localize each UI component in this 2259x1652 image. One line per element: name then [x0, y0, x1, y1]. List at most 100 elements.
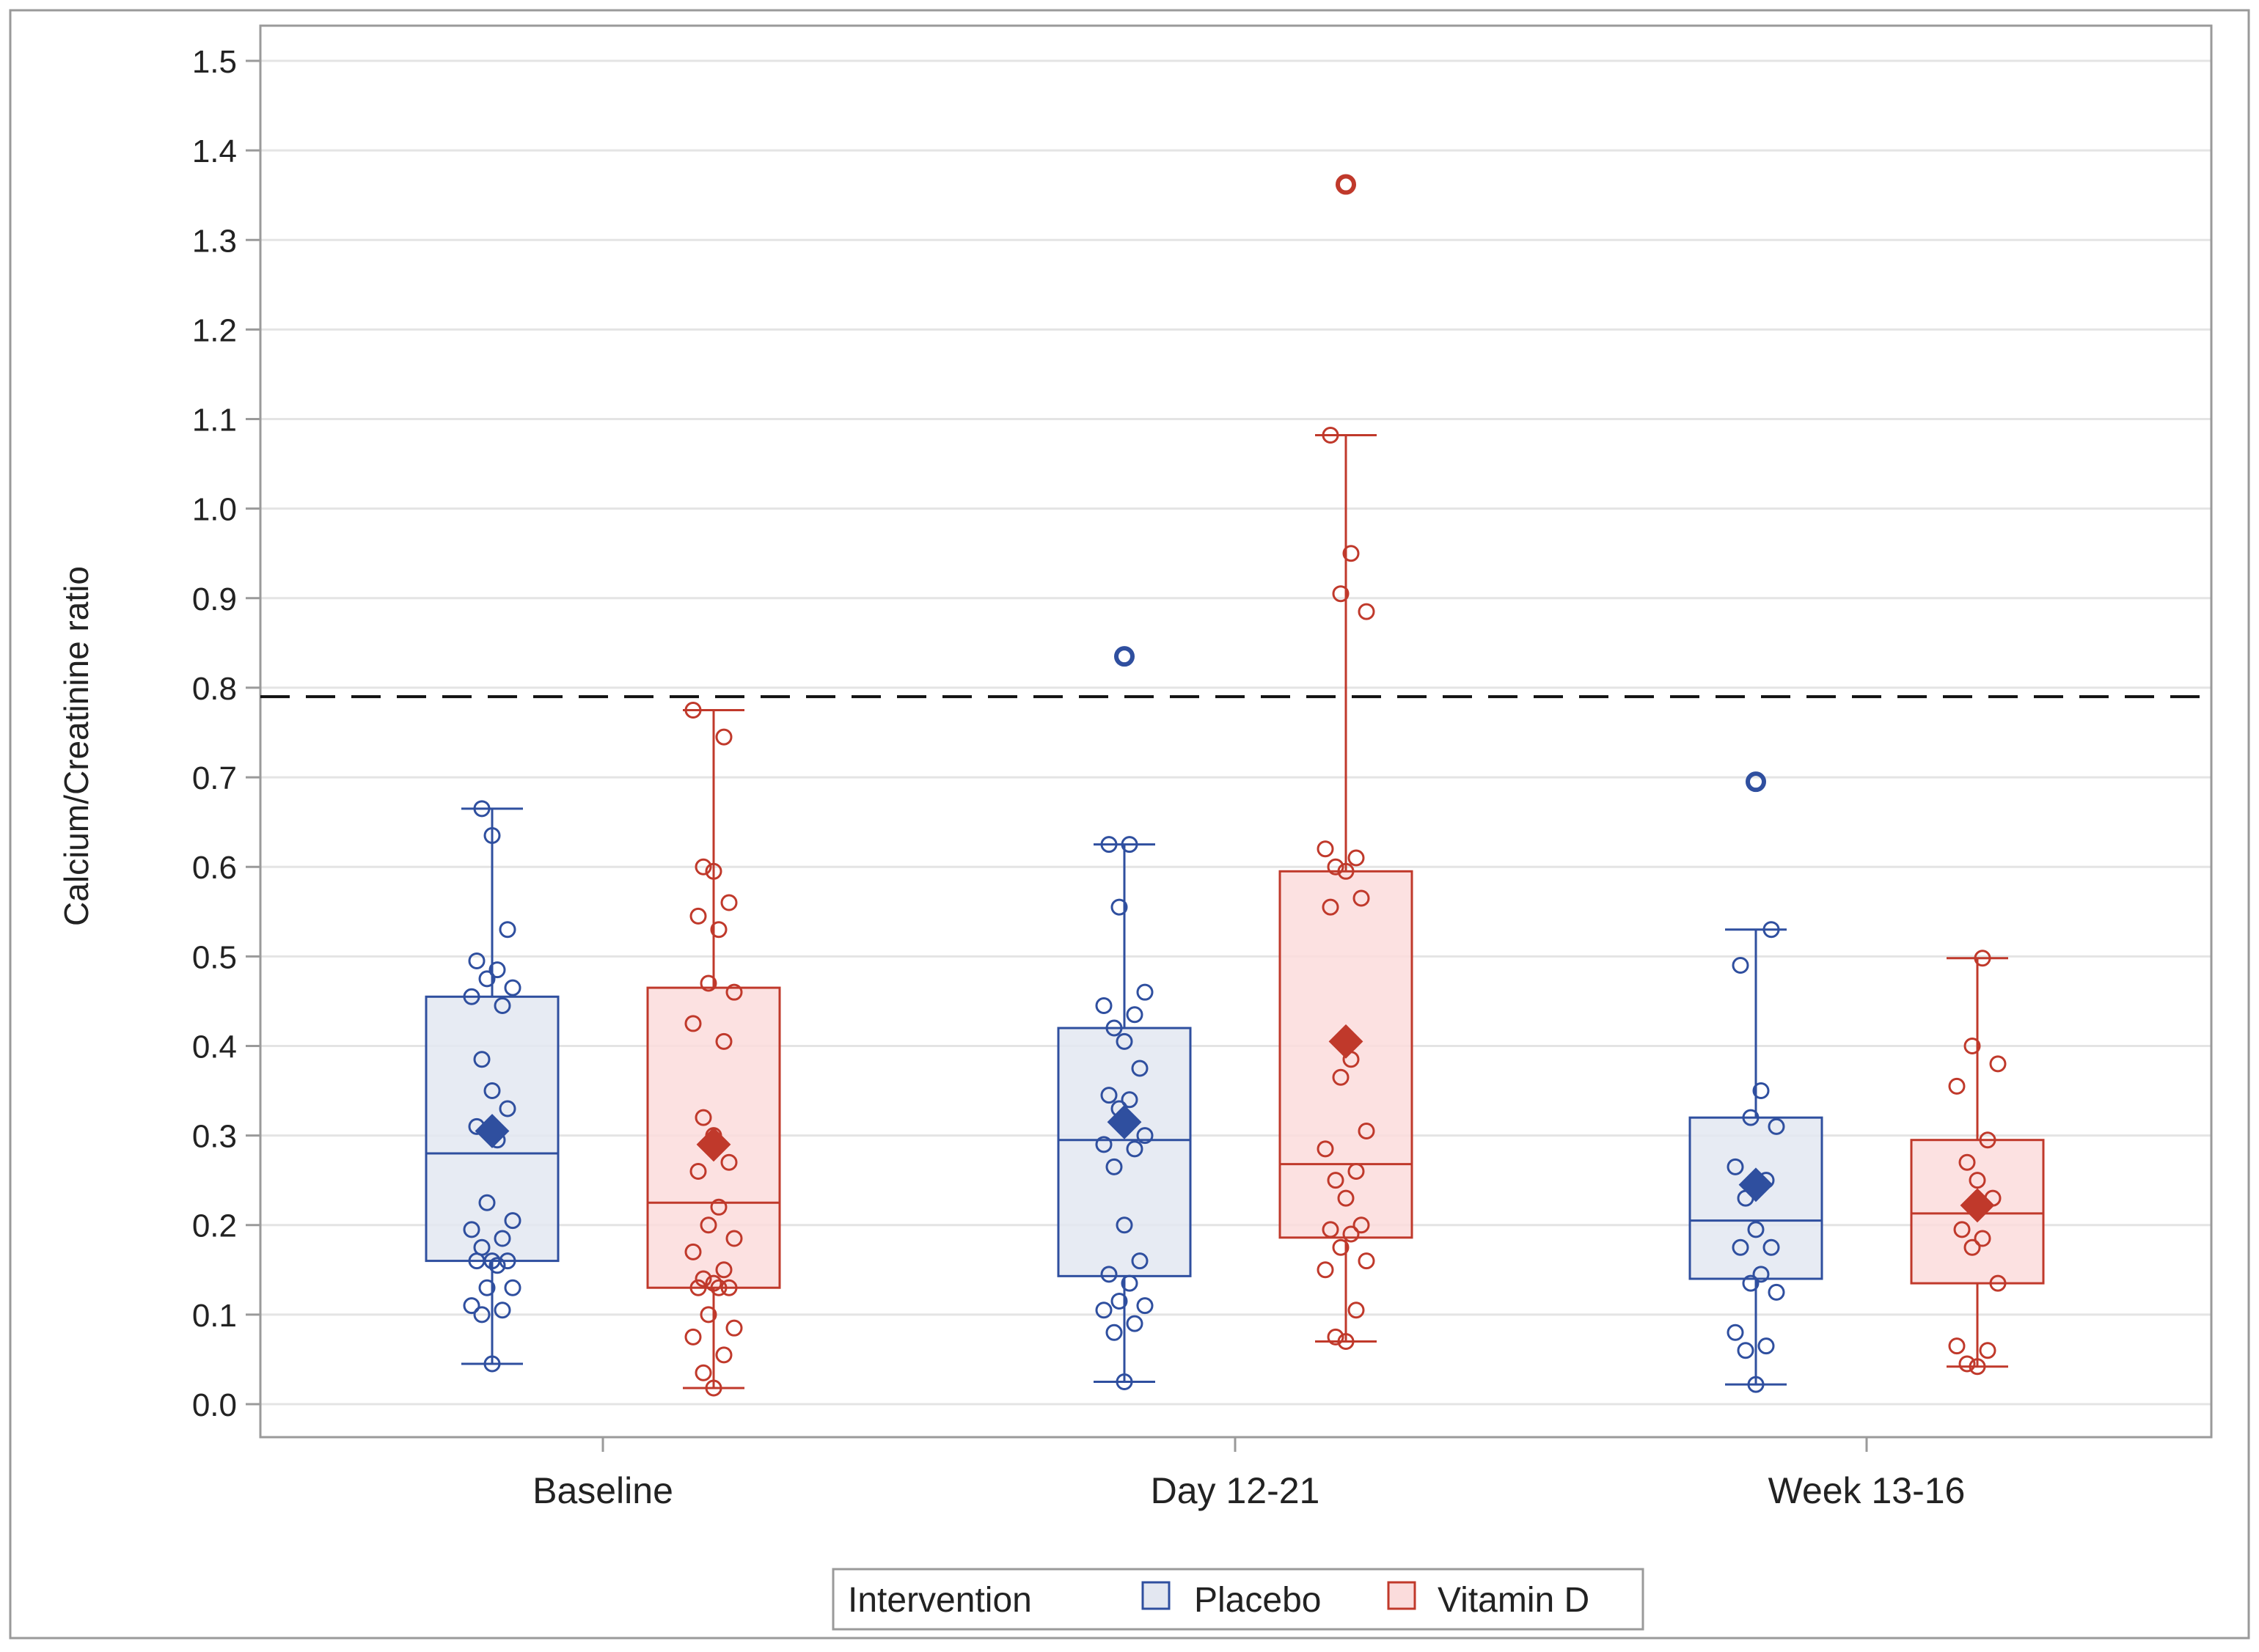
data-point-placebo	[1768, 1283, 1785, 1301]
data-point-placebo	[1126, 1140, 1143, 1158]
data-point-vitamin-d	[1322, 898, 1339, 916]
data-point-vitamin-d	[1974, 1230, 1991, 1247]
mean-marker-vitamin-d	[1960, 1188, 1995, 1223]
data-point-placebo	[1757, 1337, 1775, 1355]
data-point-vitamin-d	[1948, 1077, 1966, 1095]
legend-box	[832, 1568, 1644, 1631]
data-point-vitamin-d	[1958, 1153, 1976, 1171]
y-tick-label: 1.1	[192, 403, 237, 438]
data-point-vitamin-d	[1322, 1221, 1339, 1238]
data-point-vitamin-d	[1989, 1274, 2007, 1292]
data-point-placebo	[1095, 1136, 1113, 1153]
data-point-placebo	[468, 952, 486, 969]
data-point-vitamin-d	[1332, 1238, 1350, 1256]
y-tick-label: 1.0	[192, 492, 237, 528]
data-point-vitamin-d	[1317, 840, 1334, 858]
data-point-vitamin-d	[1358, 1122, 1375, 1139]
y-axis-label: Calcium/Creatinine ratio	[57, 566, 95, 926]
data-point-vitamin-d	[1352, 889, 1370, 907]
data-point-vitamin-d	[1332, 585, 1350, 603]
legend: Intervention Placebo Vitamin D	[832, 1568, 1644, 1631]
y-tick-label: 0.5	[192, 939, 237, 975]
data-point-placebo	[1121, 836, 1138, 853]
y-tick-label: 0.4	[192, 1029, 237, 1065]
data-point-vitamin-d	[720, 894, 738, 911]
y-tick-label: 1.4	[192, 133, 237, 169]
data-point-placebo	[463, 1297, 480, 1315]
data-point-vitamin-d	[689, 907, 707, 925]
data-point-placebo	[483, 1252, 501, 1270]
x-tick-label: Baseline	[532, 1470, 673, 1511]
data-point-vitamin-d	[684, 1015, 702, 1032]
data-point-placebo	[1136, 1297, 1154, 1315]
data-point-vitamin-d	[710, 1198, 728, 1216]
data-point-vitamin-d	[720, 1279, 738, 1296]
outer-frame	[9, 9, 2250, 1640]
data-point-vitamin-d	[705, 1379, 722, 1397]
data-point-placebo	[1762, 1238, 1780, 1256]
data-point-placebo	[1131, 1060, 1149, 1077]
data-point-vitamin-d	[1979, 1131, 1996, 1149]
data-point-placebo	[1116, 1216, 1133, 1234]
x-tick-label: Week 13-16	[1768, 1470, 1966, 1511]
data-point-vitamin-d	[1352, 1216, 1370, 1234]
data-point-placebo	[1742, 1274, 1760, 1292]
mean-marker-vitamin-d	[696, 1127, 731, 1162]
legend-swatch-placebo	[1141, 1581, 1171, 1610]
data-point-placebo	[494, 997, 511, 1015]
data-point-placebo	[1105, 1324, 1123, 1341]
data-point-placebo	[499, 1100, 516, 1117]
y-tick-label: 1.2	[192, 312, 237, 348]
data-point-vitamin-d	[1963, 1037, 1981, 1054]
data-point-placebo	[483, 1082, 501, 1100]
data-point-vitamin-d	[1969, 1172, 1986, 1189]
data-point-vitamin-d	[1332, 1068, 1350, 1086]
legend-label-vitamin-d: Vitamin D	[1438, 1581, 1589, 1620]
mean-marker-placebo	[475, 1114, 510, 1148]
data-point-vitamin-d	[1342, 1225, 1360, 1243]
data-point-placebo	[478, 1279, 496, 1296]
data-point-placebo	[1095, 997, 1113, 1015]
data-point-placebo	[1100, 1087, 1118, 1104]
data-point-placebo	[1752, 1082, 1770, 1100]
x-tick-label: Day 12-21	[1151, 1470, 1320, 1511]
data-point-placebo	[1126, 1006, 1143, 1024]
y-tick-label: 0.2	[192, 1208, 237, 1244]
data-point-placebo	[1768, 1117, 1785, 1135]
data-point-placebo	[483, 826, 501, 844]
data-point-vitamin-d	[700, 1216, 717, 1234]
box-placebo	[1057, 1027, 1192, 1277]
data-point-vitamin-d	[1327, 1172, 1344, 1189]
data-point-placebo	[488, 1257, 506, 1274]
data-point-placebo	[1727, 1158, 1744, 1175]
data-point-vitamin-d	[710, 921, 728, 939]
y-tick-label: 0.0	[192, 1387, 237, 1423]
data-point-vitamin-d	[1347, 1302, 1365, 1319]
mean-marker-vitamin-d	[1328, 1024, 1363, 1059]
data-point-vitamin-d	[1989, 1055, 2007, 1073]
data-point-placebo	[1110, 1293, 1128, 1310]
data-point-vitamin-d	[1337, 1333, 1355, 1351]
data-point-vitamin-d	[684, 1328, 702, 1346]
legend-title: Intervention	[848, 1581, 1032, 1620]
y-tick-label: 0.9	[192, 581, 237, 617]
data-point-vitamin-d	[710, 1279, 728, 1296]
data-point-placebo	[463, 1221, 480, 1238]
axis-layer: 0.0 0.1 0.2 0.3 0.4 0.5 0.6 0.7 0.8 0.9 1.0 1.1 1.2 1…	[192, 44, 1966, 1511]
data-point-vitamin-d	[1317, 1261, 1334, 1279]
data-point-vitamin-d	[1327, 858, 1344, 875]
data-point-placebo	[488, 961, 506, 979]
data-point-vitamin-d	[725, 983, 743, 1001]
data-point-placebo	[1752, 1266, 1770, 1283]
data-point-placebo	[1747, 1376, 1765, 1393]
y-tick-label: 0.3	[192, 1119, 237, 1155]
data-point-vitamin-d	[1974, 950, 1991, 967]
data-point-vitamin-d	[715, 1346, 733, 1364]
data-point-placebo	[473, 800, 491, 818]
y-tick-label: 0.7	[192, 760, 237, 796]
data-point-vitamin-d	[1337, 862, 1355, 880]
data-point-vitamin-d	[1948, 1337, 1966, 1355]
data-point-placebo	[494, 1230, 511, 1247]
data-point-placebo	[1747, 1221, 1765, 1238]
